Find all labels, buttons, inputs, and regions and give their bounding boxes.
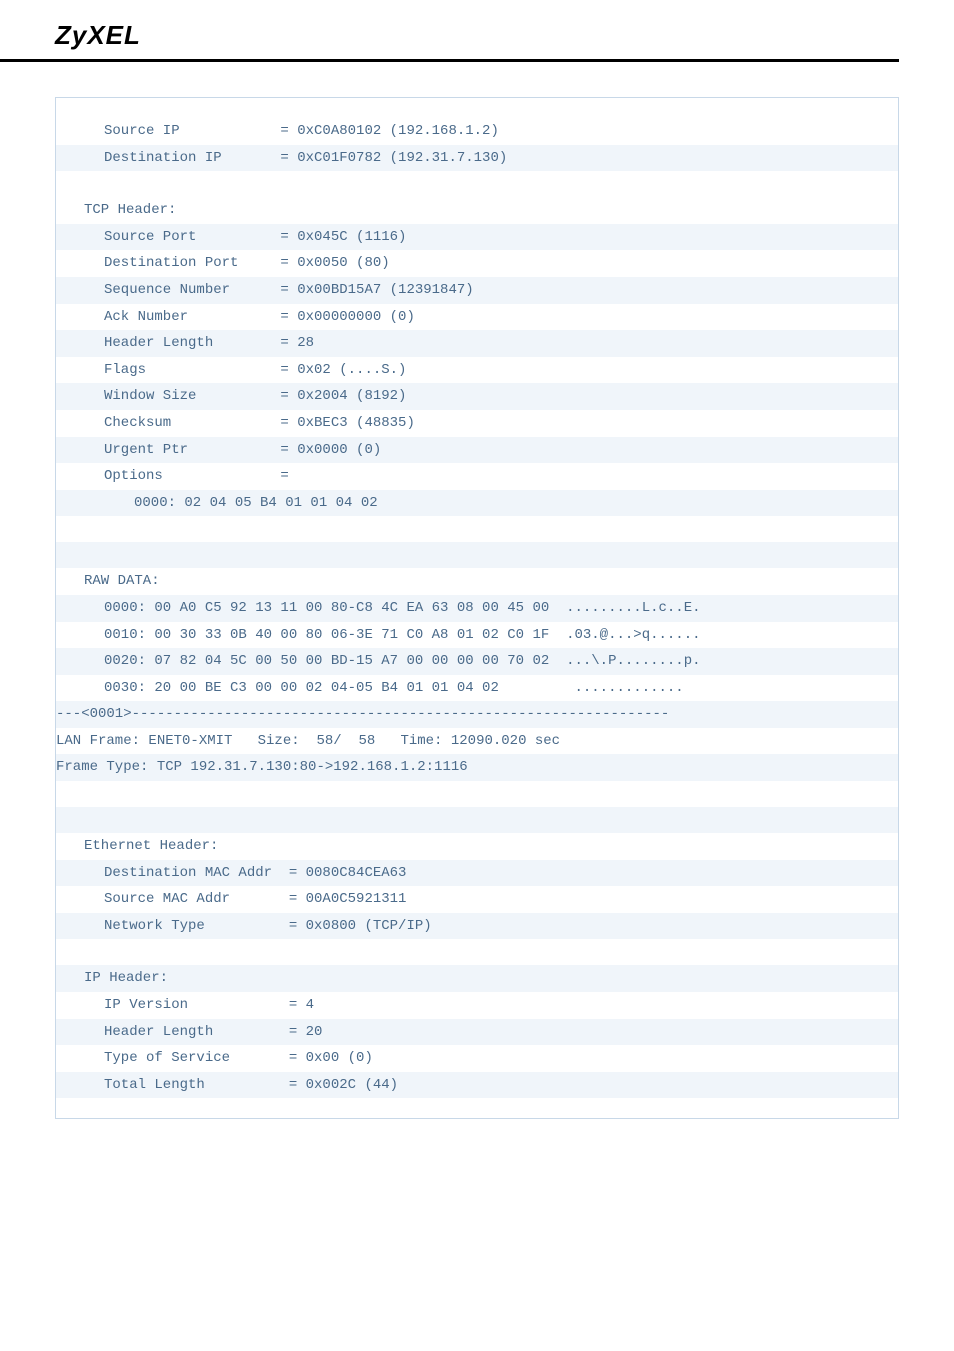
packet-dump: Source IP = 0xC0A80102 (192.168.1.2) Des… (55, 97, 899, 1119)
spacer (56, 939, 898, 965)
tcp-dest-port: Destination Port = 0x0050 (80) (56, 250, 898, 277)
spacer (56, 516, 898, 542)
tcp-options: Options = (56, 463, 898, 490)
eth-network-type: Network Type = 0x0800 (TCP/IP) (56, 913, 898, 940)
eth-dest-mac: Destination MAC Addr = 0080C84CEA63 (56, 860, 898, 887)
frame-info-1: LAN Frame: ENET0-XMIT Size: 58/ 58 Time:… (56, 728, 898, 755)
ip-total-length: Total Length = 0x002C (44) (56, 1072, 898, 1099)
eth-header-title: Ethernet Header: (56, 833, 898, 860)
spacer (56, 807, 898, 833)
page-header: ZyXEL (0, 0, 899, 62)
brand-logo: ZyXEL (55, 20, 141, 50)
ip-header-title: IP Header: (56, 965, 898, 992)
raw-line-1: 0010: 00 30 33 0B 40 00 80 06-3E 71 C0 A… (56, 622, 898, 649)
tcp-header-title: TCP Header: (56, 197, 898, 224)
spacer (56, 171, 898, 197)
tcp-checksum: Checksum = 0xBEC3 (48835) (56, 410, 898, 437)
raw-line-0: 0000: 00 A0 C5 92 13 11 00 80-C8 4C EA 6… (56, 595, 898, 622)
ip-tos: Type of Service = 0x00 (0) (56, 1045, 898, 1072)
raw-line-2: 0020: 07 82 04 5C 00 50 00 BD-15 A7 00 0… (56, 648, 898, 675)
ip-header-length: Header Length = 20 (56, 1019, 898, 1046)
tcp-options-data: 0000: 02 04 05 B4 01 01 04 02 (56, 490, 898, 517)
tcp-ack-number: Ack Number = 0x00000000 (0) (56, 304, 898, 331)
tcp-seq-number: Sequence Number = 0x00BD15A7 (12391847) (56, 277, 898, 304)
dest-ip: Destination IP = 0xC01F0782 (192.31.7.13… (56, 145, 898, 172)
ip-version: IP Version = 4 (56, 992, 898, 1019)
frame-divider: ---<0001>-------------------------------… (56, 701, 898, 728)
tcp-flags: Flags = 0x02 (....S.) (56, 357, 898, 384)
tcp-source-port: Source Port = 0x045C (1116) (56, 224, 898, 251)
eth-source-mac: Source MAC Addr = 00A0C5921311 (56, 886, 898, 913)
source-ip: Source IP = 0xC0A80102 (192.168.1.2) (56, 118, 898, 145)
tcp-header-length: Header Length = 28 (56, 330, 898, 357)
raw-line-3: 0030: 20 00 BE C3 00 00 02 04-05 B4 01 0… (56, 675, 898, 702)
spacer (56, 542, 898, 568)
spacer (56, 781, 898, 807)
raw-data-title: RAW DATA: (56, 568, 898, 595)
tcp-urgent-ptr: Urgent Ptr = 0x0000 (0) (56, 437, 898, 464)
tcp-window-size: Window Size = 0x2004 (8192) (56, 383, 898, 410)
frame-info-2: Frame Type: TCP 192.31.7.130:80->192.168… (56, 754, 898, 781)
